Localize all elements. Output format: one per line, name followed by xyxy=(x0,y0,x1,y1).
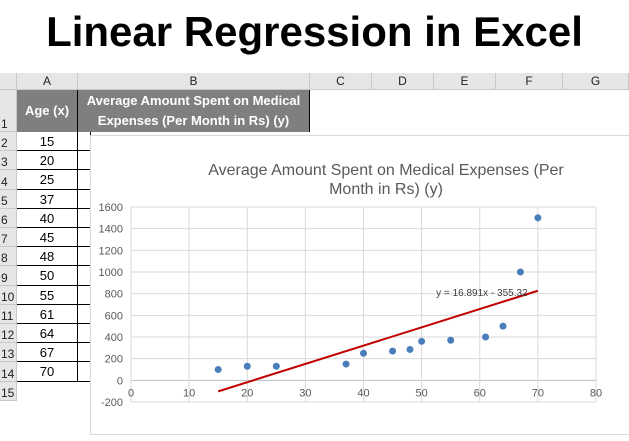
row-header-10[interactable]: 10 xyxy=(0,285,17,305)
y-tick-label: 1400 xyxy=(99,224,123,236)
header-cell-amount[interactable]: Average Amount Spent on Medical Expenses… xyxy=(78,90,310,132)
row-header-15[interactable]: 15 xyxy=(0,381,17,401)
row-header-1[interactable]: 1 xyxy=(0,90,17,132)
y-tick-label: 1000 xyxy=(99,267,123,279)
data-point xyxy=(243,362,251,370)
y-tick-label: 800 xyxy=(105,289,123,301)
data-point xyxy=(214,366,222,373)
header-cell-age[interactable]: Age (x) xyxy=(17,90,78,132)
chart-title-line-2: Month in Rs) (y) xyxy=(329,181,443,198)
x-tick-label: 0 xyxy=(128,387,134,399)
data-point xyxy=(516,268,524,276)
column-header-B[interactable]: B xyxy=(78,73,310,90)
y-tick-label: 1200 xyxy=(99,245,123,257)
data-point xyxy=(534,214,542,222)
age-cell[interactable]: 25 xyxy=(17,170,78,190)
row-header-3[interactable]: 3 xyxy=(0,151,17,171)
row-header-5[interactable]: 5 xyxy=(0,189,17,209)
row-header-11[interactable]: 11 xyxy=(0,304,17,324)
data-point xyxy=(499,322,507,330)
x-tick-label: 50 xyxy=(416,387,428,399)
data-point xyxy=(447,336,455,344)
data-point xyxy=(418,337,426,345)
age-cell[interactable]: 48 xyxy=(17,247,78,267)
y-tick-label: 600 xyxy=(105,310,123,322)
chart-title-line-1: Average Amount Spent on Medical Expenses… xyxy=(208,162,564,179)
y-tick-label: 400 xyxy=(105,332,123,344)
row-header-12[interactable]: 12 xyxy=(0,324,17,344)
row-header-6[interactable]: 6 xyxy=(0,208,17,228)
row-header-4[interactable]: 4 xyxy=(0,170,17,190)
y-tick-label: 1600 xyxy=(99,202,123,214)
data-point xyxy=(272,362,280,370)
column-header-A[interactable]: A xyxy=(17,73,78,90)
age-cell[interactable]: 70 xyxy=(17,362,78,382)
y-tick-label: -200 xyxy=(101,397,123,409)
row-header-7[interactable]: 7 xyxy=(0,228,17,248)
age-cell[interactable]: 61 xyxy=(17,304,78,324)
x-tick-label: 80 xyxy=(590,387,602,399)
age-cell[interactable]: 15 xyxy=(17,132,78,152)
data-point xyxy=(360,349,367,357)
x-tick-label: 30 xyxy=(299,387,311,399)
column-header-C[interactable]: C xyxy=(310,73,372,90)
row-header-2[interactable]: 2 xyxy=(0,132,17,152)
data-point xyxy=(406,345,414,353)
column-header-G[interactable]: G xyxy=(563,73,629,90)
x-tick-label: 40 xyxy=(357,387,369,399)
page-title: Linear Regression in Excel xyxy=(46,8,583,55)
data-point xyxy=(482,333,490,341)
age-cell[interactable]: 20 xyxy=(17,151,78,171)
age-cell[interactable]: 55 xyxy=(17,285,78,305)
age-cell[interactable]: 40 xyxy=(17,208,78,228)
row-header-8[interactable]: 8 xyxy=(0,247,17,267)
row-header-9[interactable]: 9 xyxy=(0,266,17,286)
trendline-equation: y = 16.891x - 355.32 xyxy=(436,288,528,299)
x-tick-label: 10 xyxy=(183,387,195,399)
chart-svg: Average Amount Spent on Medical Expenses… xyxy=(99,162,603,409)
age-cell[interactable]: 50 xyxy=(17,266,78,286)
column-header-D[interactable]: D xyxy=(372,73,434,90)
column-header-E[interactable]: E xyxy=(434,73,496,90)
age-cell[interactable]: 37 xyxy=(17,189,78,209)
column-header-F[interactable]: F xyxy=(496,73,563,90)
row-header-13[interactable]: 13 xyxy=(0,343,17,363)
y-tick-label: 0 xyxy=(117,375,123,387)
age-cell[interactable]: 45 xyxy=(17,228,78,248)
age-cell[interactable]: 67 xyxy=(17,343,78,363)
x-tick-label: 20 xyxy=(241,387,253,399)
scatter-chart[interactable]: Average Amount Spent on Medical Expenses… xyxy=(90,135,629,435)
y-tick-label: 200 xyxy=(105,354,123,366)
data-point xyxy=(342,360,350,368)
x-tick-label: 70 xyxy=(532,387,544,399)
trendline xyxy=(217,289,539,393)
select-all-corner[interactable] xyxy=(0,73,17,90)
data-point xyxy=(389,347,397,355)
row-header-14[interactable]: 14 xyxy=(0,362,17,382)
x-tick-label: 60 xyxy=(474,387,486,399)
age-cell[interactable]: 64 xyxy=(17,324,78,344)
